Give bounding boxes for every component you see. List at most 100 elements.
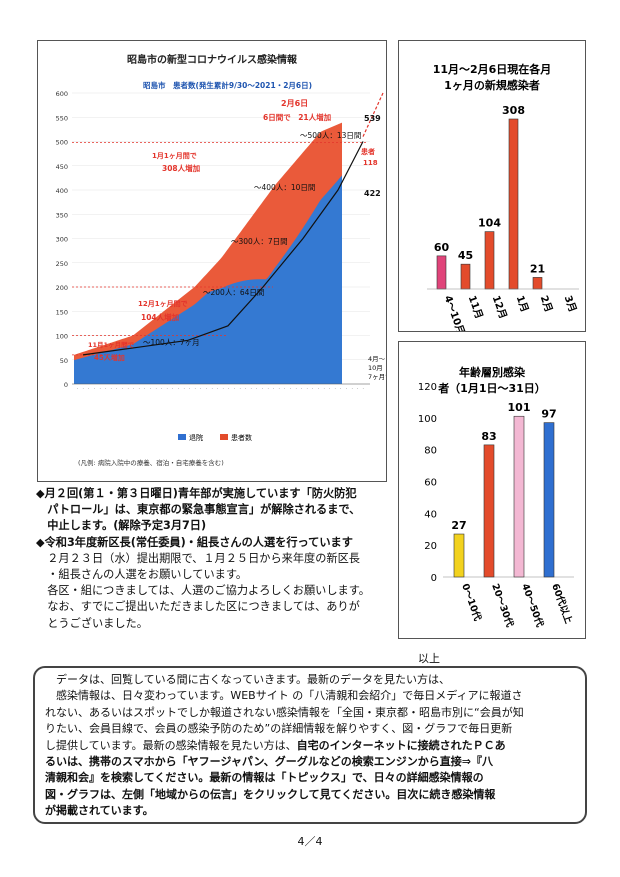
main-xtick-label: ·	[176, 388, 181, 389]
footer-line5: し提供しています。最新の感染情報を見たい方は、自宅のインターネットに接続されたＰ…	[45, 738, 575, 754]
age-bar-value: 27	[451, 519, 466, 532]
main-xtick-label: ·	[226, 388, 231, 389]
notice-block: ◆月２回(第１・第３日曜日)青年部が実施しています「防火防犯 パトロール」は、東…	[36, 486, 408, 632]
main-xtick-label: ·	[221, 388, 226, 389]
footer-line4: りたい、会員目線で、会員の感染予防のため”の詳細情報を解りやすく、図・グラフで毎…	[45, 722, 513, 736]
age-bar	[453, 533, 465, 578]
legend-red-label: 患者数	[231, 433, 252, 442]
main-ytick-label: 550	[56, 114, 68, 122]
monthly-category-label: 3月	[562, 294, 579, 314]
footer-line5b: 自宅のインターネットに接続されたＰＣあ	[296, 738, 506, 752]
footer-line7: 清親和会』を検索してください。最新の情報は「トピックス」で、日々の詳細感染情報の	[45, 771, 484, 785]
monthly-bar-value: 45	[458, 249, 473, 262]
legend-blue-swatch	[178, 434, 186, 440]
main-xtick-label: ·	[260, 388, 265, 389]
age-bar-value: 83	[481, 430, 496, 443]
main-xtick-label: ·	[209, 388, 214, 389]
annot-dec-increase-num: 104人増加	[141, 312, 179, 322]
monthly-bar	[532, 277, 543, 290]
signoff: 以上	[418, 652, 440, 665]
footer-line5a: し提供しています。最新の感染情報を見たい方は、	[45, 738, 297, 752]
age-bar	[513, 415, 525, 578]
monthly-bar-value: 60	[434, 241, 450, 254]
main-xtick-label: ·	[321, 388, 326, 389]
main-xtick-label: ·	[81, 388, 86, 389]
age-category-label: 40〜50代	[519, 582, 546, 629]
main-xtick-label: ·	[125, 388, 130, 389]
main-chart-frame: 昭島市の新型コロナウイルス感染情報 昭島市 患者数(発生累計9/30〜2021・…	[37, 40, 387, 482]
age-chart-frame: 年齢層別感染 者（1月1日〜31日） 0 20 40 60 80 100 120 27 0〜10代 8…	[398, 341, 586, 639]
annot-100: 〜100人：7ヶ月	[143, 338, 200, 347]
age-ytick-label: 120	[418, 382, 437, 393]
main-ytick-label: 150	[56, 308, 68, 316]
main-xtick-label: ·	[338, 388, 343, 389]
monthly-bar	[436, 255, 447, 290]
main-xtick-label: ·	[198, 388, 203, 389]
main-xtick-label: ·	[299, 388, 304, 389]
monthly-category-label: 4〜10月	[442, 294, 467, 331]
main-xtick-label: ·	[193, 388, 198, 389]
annot-apr-note: 4月〜	[368, 355, 386, 363]
main-xtick-label: ·	[114, 388, 119, 389]
main-xtick-label: ·	[249, 388, 254, 389]
annot-patients: 患者	[361, 147, 375, 156]
main-xtick-label: ·	[349, 388, 354, 389]
monthly-bar	[460, 263, 471, 290]
annot-nov-increase: 11月1ヶ月間で	[88, 340, 135, 349]
annot-patients-num: 118	[363, 159, 378, 167]
age-bar	[483, 444, 495, 578]
legend-blue-label: 退院	[189, 433, 203, 442]
main-xtick-label: ·	[187, 388, 192, 389]
annot-total: 539	[364, 114, 381, 123]
main-xtick-label: ·	[333, 388, 338, 389]
annot-nov-increase-num: 45人増加	[94, 353, 125, 362]
notice-item2-line6: とうございました。	[36, 616, 148, 630]
footer-line9: が掲載されています。	[45, 804, 154, 818]
main-xtick-label: ·	[344, 388, 349, 389]
main-xtick-label: ·	[153, 388, 158, 389]
notice-item2-line1: ◆令和3年度新区長(常任委員)・組長さんの人選を行っています	[36, 535, 353, 549]
page-number: 4／4	[297, 835, 323, 848]
main-xtick-label: ·	[361, 388, 366, 389]
annot-200: 〜200人：64日間	[203, 288, 264, 297]
monthly-category-label: 11月	[466, 294, 485, 321]
monthly-title-line1: 11月〜2月6日現在各月	[433, 62, 552, 76]
notice-item1-line3: 中止します。(解除予定3月7日)	[36, 519, 207, 533]
age-category-label: 0〜10代	[459, 582, 484, 623]
age-title-line2: 者（1月1日〜31日）	[437, 381, 546, 395]
main-trend-line	[82, 141, 364, 356]
monthly-chart-frame: 11月〜2月6日現在各月 1ヶ月の新規感染者 60 4〜10月 45 11月 104 12月 3…	[398, 40, 586, 332]
age-ytick-label: 40	[424, 509, 437, 520]
main-xtick-label: ·	[288, 388, 293, 389]
monthly-category-label: 1月	[514, 294, 531, 314]
monthly-bar	[508, 118, 519, 290]
main-xtick-label: ·	[181, 388, 186, 389]
monthly-bar-value: 308	[502, 104, 525, 117]
notice-item1-line2: パトロール」は、東京都の緊急事態宣言」が解除されるまで、	[36, 503, 361, 517]
main-xtick-label: ·	[305, 388, 310, 389]
age-bar-value: 97	[541, 408, 556, 421]
legend-red-swatch	[220, 434, 228, 440]
main-xtick-label: ·	[271, 388, 276, 389]
annot-500: 〜500人：13日間	[300, 131, 361, 140]
main-xtick-label: ·	[109, 388, 114, 389]
age-category-label: 20〜30代	[489, 582, 516, 629]
main-chart-footnote: (凡例: 病院入院中の療養、宿泊・自宅療養を含む)	[78, 458, 224, 467]
main-ytick-label: 500	[56, 139, 68, 147]
main-recovered-area	[74, 175, 342, 384]
footer-line2: 感染情報は、日々変わっています。WEBサイト の「八清親和会紹介」で毎日メディア…	[45, 689, 523, 703]
age-bar	[543, 422, 555, 578]
notice-item2-line2: ２月２３日（水）提出期限で、１月２５日から来年度の新区長	[36, 551, 360, 565]
main-xtick-label: ·	[170, 388, 175, 389]
main-xtick-label: ·	[355, 388, 360, 389]
main-xtick-label: ·	[131, 388, 136, 389]
age-ytick-label: 60	[424, 478, 437, 489]
main-xtick-label: ·	[237, 388, 242, 389]
main-xtick-label: ·	[243, 388, 248, 389]
main-ytick-label: 400	[56, 187, 68, 195]
main-xtick-label: ·	[232, 388, 237, 389]
main-xtick-label: ·	[159, 388, 164, 389]
main-xtick-label: ·	[120, 388, 125, 389]
notice-item2-line5: なお、すでにご提出いただきました区につきましては、ありが	[36, 600, 360, 614]
main-chart-x-axis: · · · · · · · · · · · · · · · · · · · · · · · · · · · · · · · · · · · · · · · ·…	[75, 388, 366, 389]
